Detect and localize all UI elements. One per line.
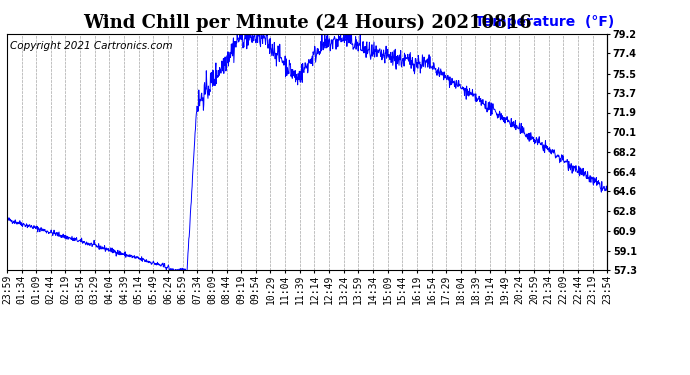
Text: Temperature  (°F): Temperature (°F) <box>475 15 614 29</box>
Title: Wind Chill per Minute (24 Hours) 20210816: Wind Chill per Minute (24 Hours) 2021081… <box>83 14 531 32</box>
Text: Copyright 2021 Cartronics.com: Copyright 2021 Cartronics.com <box>10 41 172 51</box>
